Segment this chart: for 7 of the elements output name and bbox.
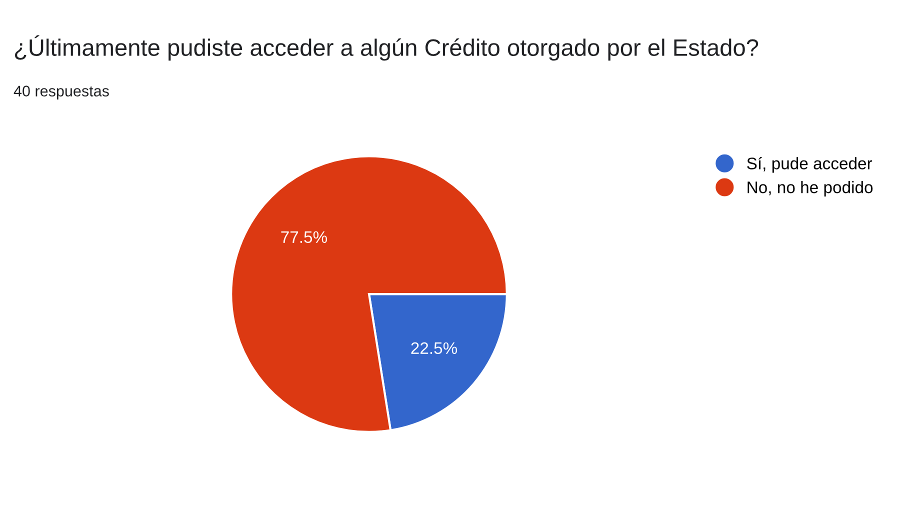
pie-slice <box>230 155 508 434</box>
chart-title: ¿Últimamente pudiste acceder a algún Crédito otorgado por el Estado? <box>15 35 758 61</box>
legend-label: Sí, pude acceder <box>747 156 872 173</box>
data-label: 22.5% <box>411 342 458 354</box>
data-label: 77.5% <box>281 231 328 244</box>
legend-label: No, no he podido <box>748 181 873 197</box>
text: 40 respuestas <box>14 86 109 100</box>
